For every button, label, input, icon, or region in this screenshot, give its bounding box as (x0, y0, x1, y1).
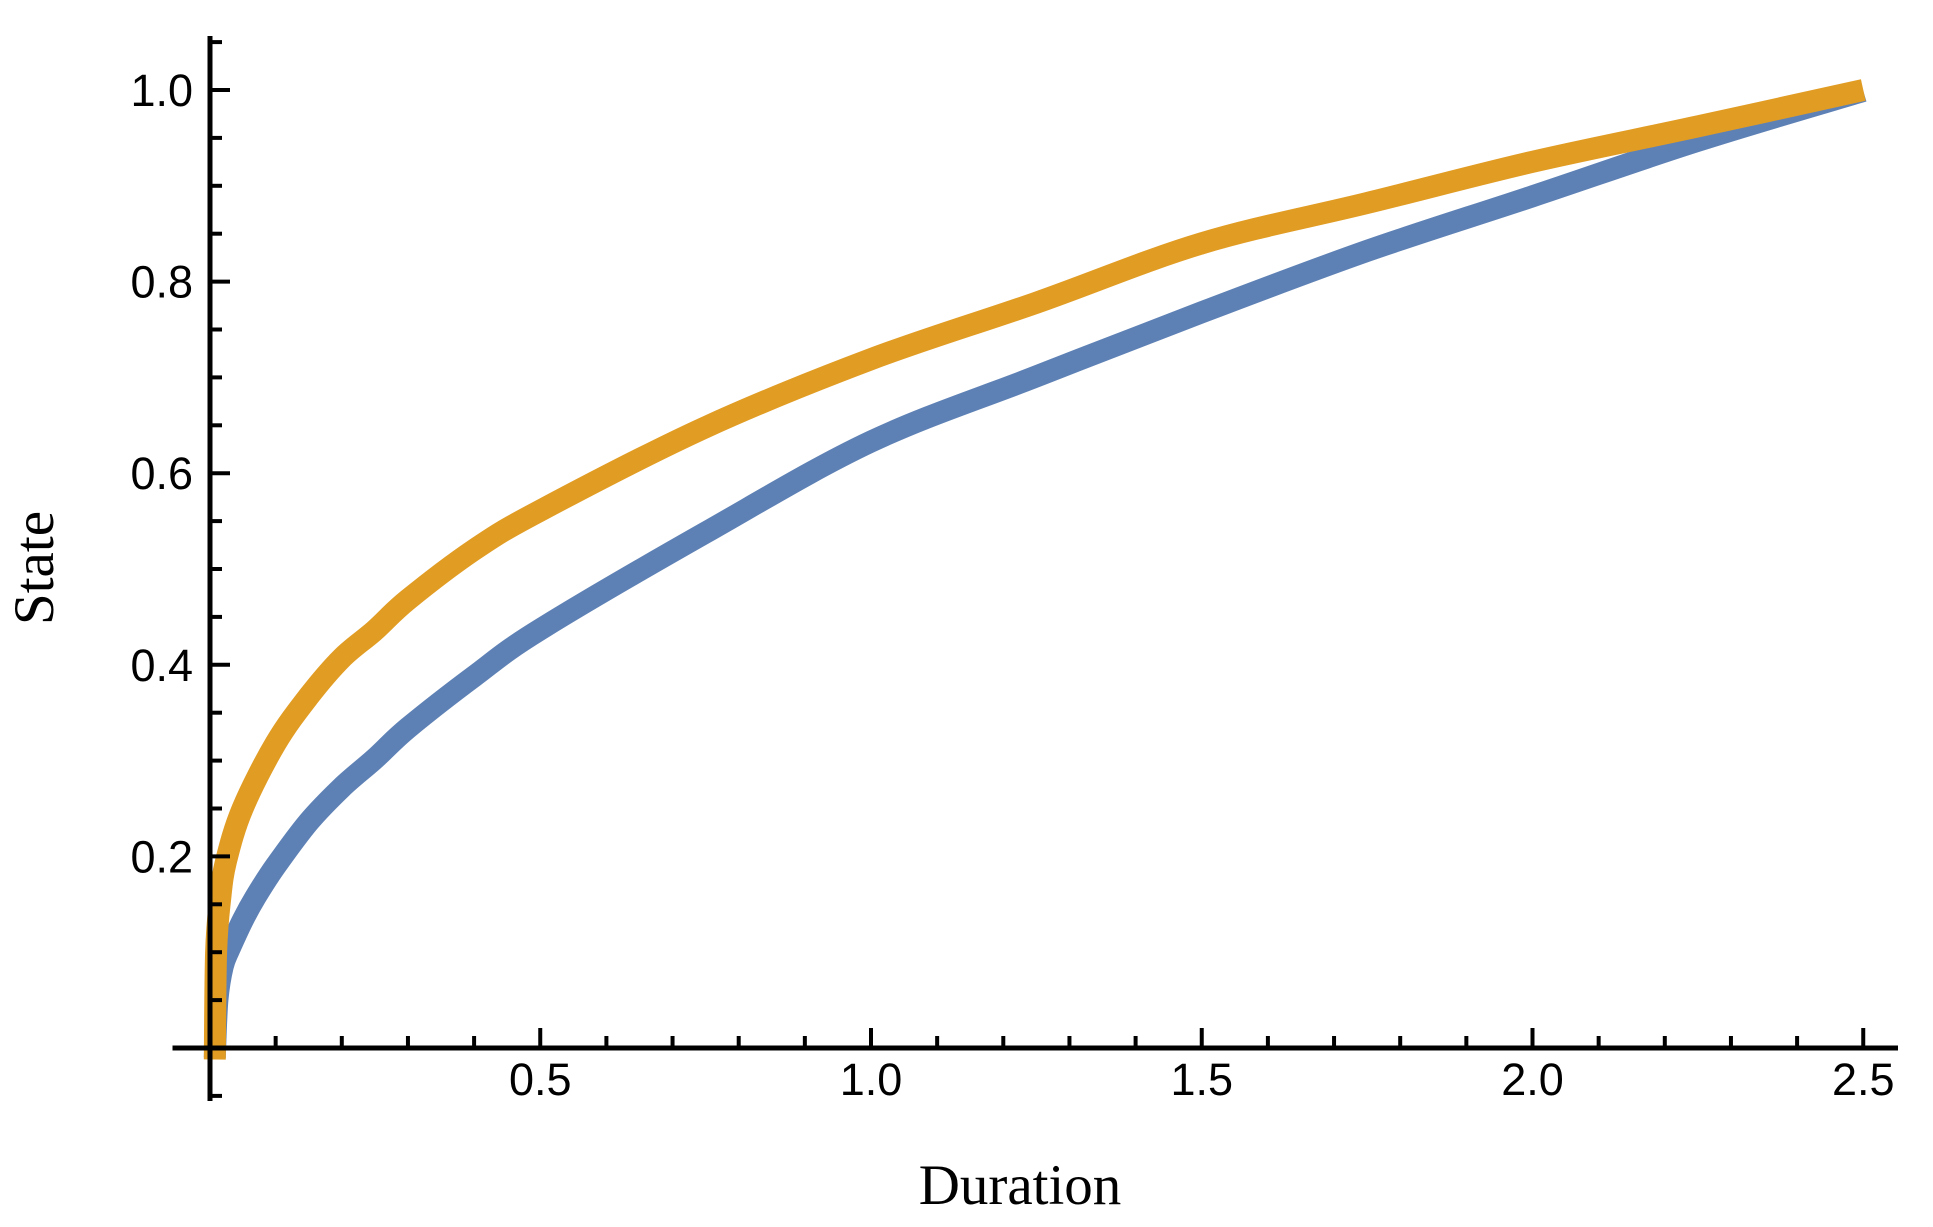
x-tick-label: 0.5 (509, 1054, 572, 1105)
tick-layer: 0.5 1.0 1.5 2.0 2.5 0.2 0.4 0.6 0.8 1.0 (130, 40, 1895, 1105)
x-axis-label: Duration (919, 1154, 1122, 1217)
y-tick-label: 0.6 (130, 448, 193, 499)
orange-curve (203, 79, 1866, 1060)
x-tick-label: 2.0 (1501, 1054, 1564, 1105)
x-tick-label: 2.5 (1832, 1054, 1895, 1105)
y-tick-label: 1.0 (130, 65, 193, 116)
y-tick-label: 0.8 (130, 257, 193, 308)
blue-curve (203, 80, 1867, 1059)
y-axis-label: State (3, 511, 66, 625)
y-tick-label: 0.4 (130, 640, 193, 691)
y-tick-label: 0.2 (130, 831, 193, 882)
x-tick-label: 1.0 (840, 1054, 903, 1105)
curve-layer (203, 79, 1867, 1060)
x-tick-label: 1.5 (1170, 1054, 1233, 1105)
